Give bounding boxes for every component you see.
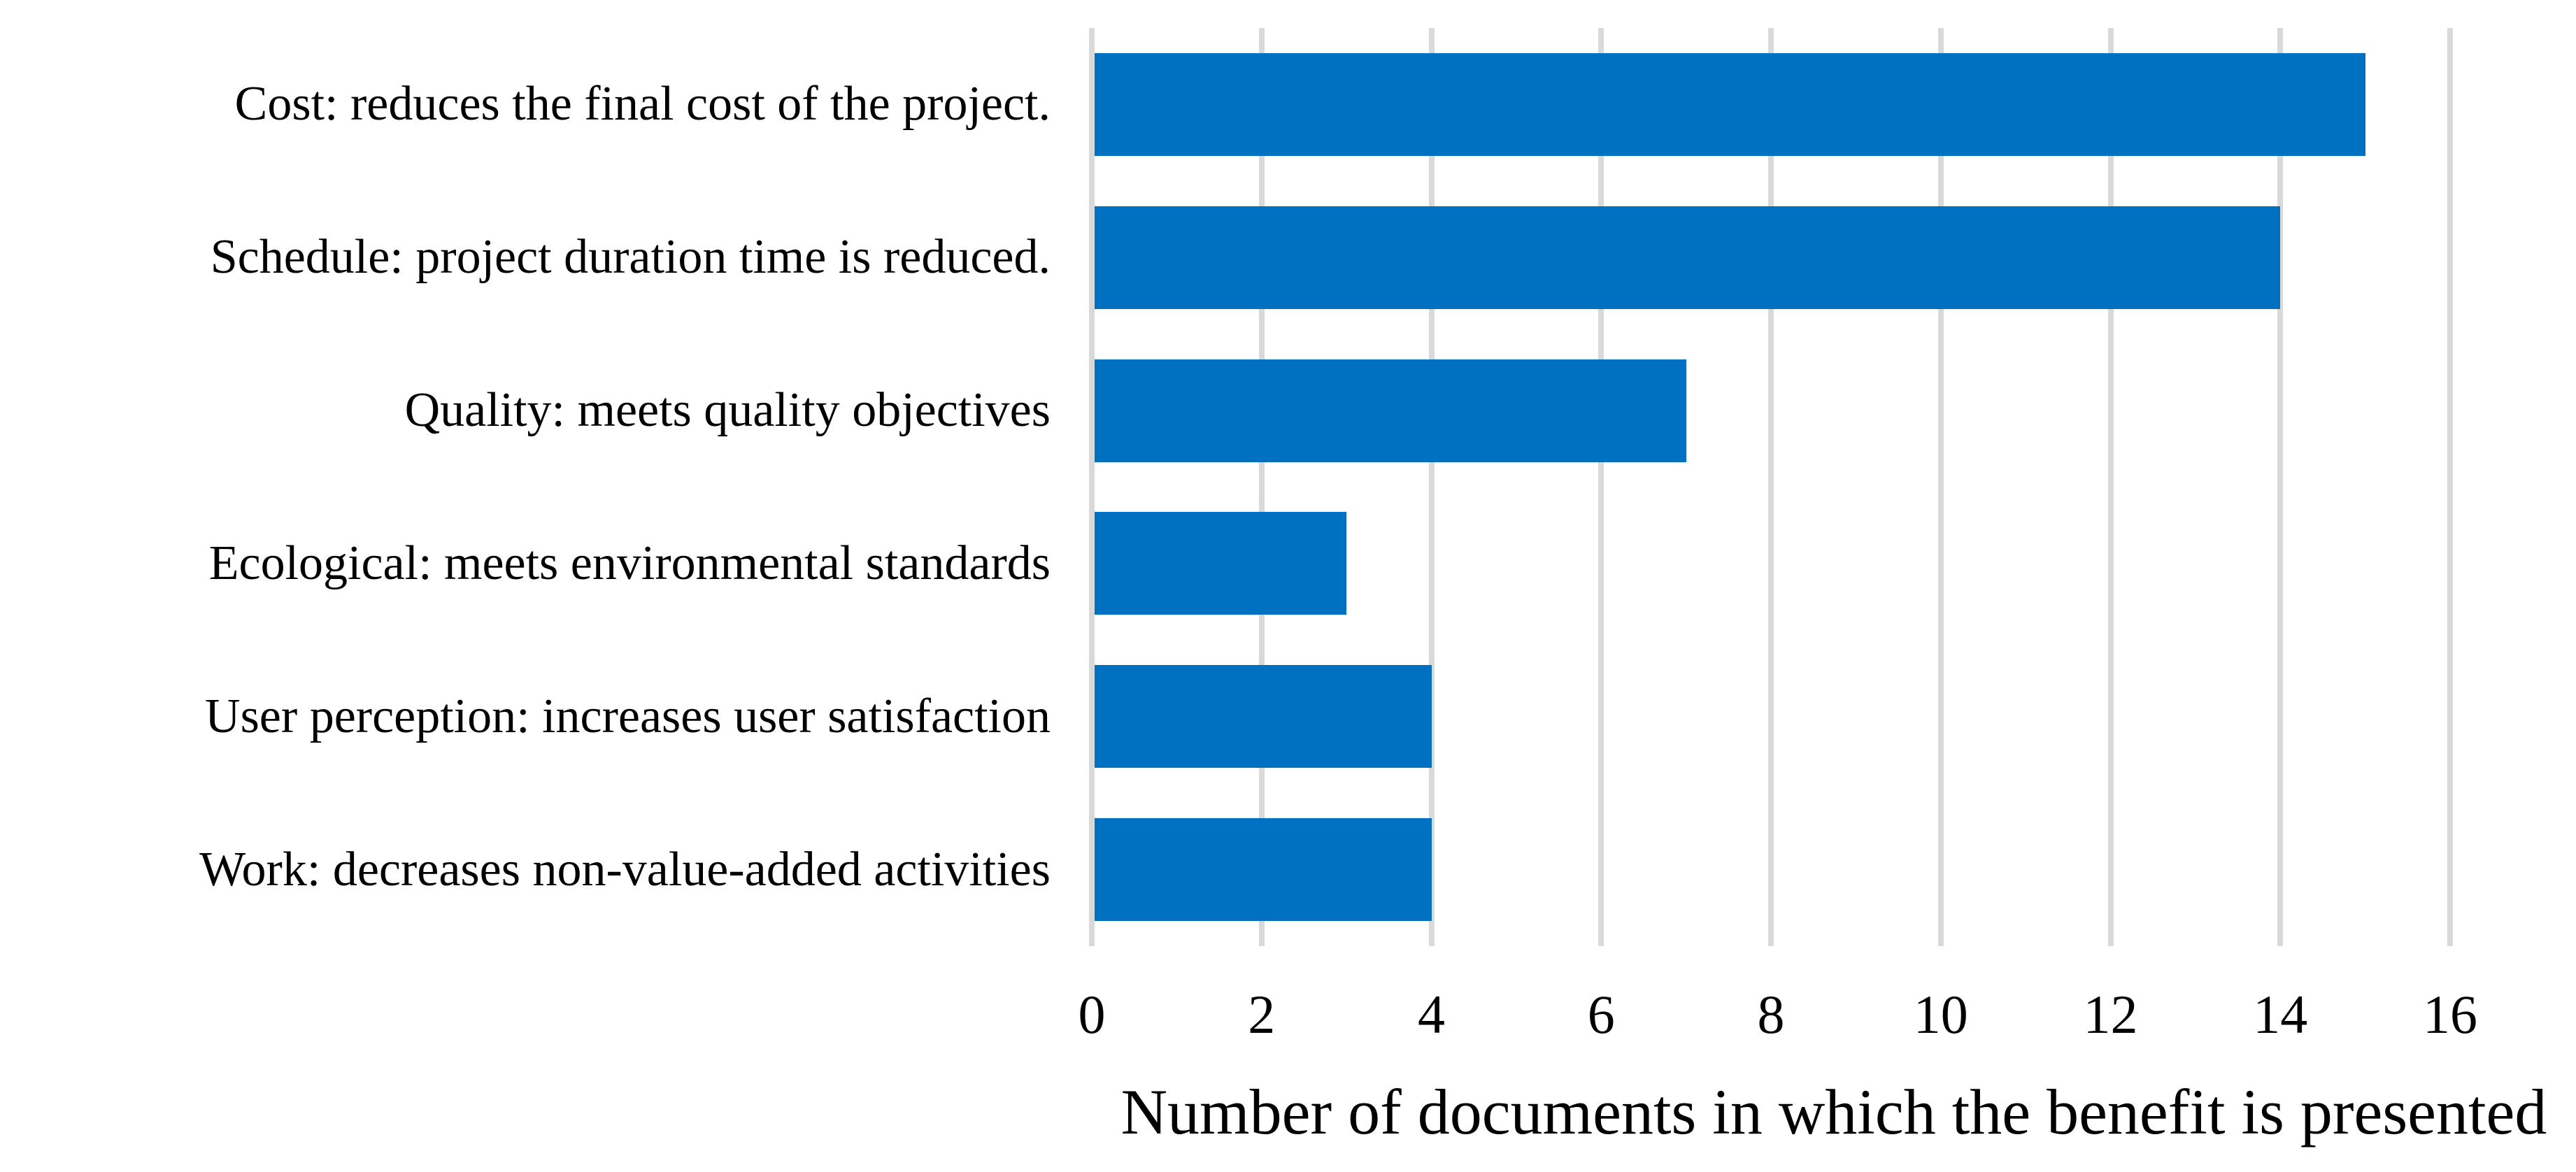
category-axis-labels: Cost: reduces the final cost of the proj… (0, 28, 1051, 946)
category-label: Work: decreases non-value-added activiti… (199, 842, 1051, 896)
bar (1095, 512, 1347, 615)
x-tick-label: 12 (2083, 984, 2138, 1045)
x-tick-label: 0 (1078, 984, 1106, 1045)
x-tick-label: 8 (1757, 984, 1785, 1045)
x-axis-tick-labels: 0 2 4 6 8 10 12 14 16 (1079, 984, 2478, 1064)
bar (1095, 52, 2365, 156)
y-axis-line (1089, 28, 1095, 946)
gridline (1428, 28, 1435, 946)
x-tick-label: 6 (1587, 984, 1615, 1045)
category-label: User perception: increases user satisfac… (205, 689, 1051, 743)
x-tick-label: 14 (2253, 984, 2308, 1045)
category-label: Cost: reduces the final cost of the proj… (234, 77, 1051, 131)
category-label: Quality: meets quality objectives (404, 383, 1051, 438)
gridline (1258, 28, 1265, 946)
bar (1095, 665, 1432, 769)
gridline (2107, 28, 2114, 946)
category-label: Ecological: meets environmental standard… (208, 536, 1051, 590)
x-axis-title: Number of documents in which the benefit… (1120, 1076, 2547, 1148)
gridline (2447, 28, 2453, 946)
x-tick-label: 10 (1913, 984, 1968, 1045)
bar (1095, 359, 1686, 462)
plot-area (1089, 28, 2453, 946)
gridline (2277, 28, 2284, 946)
bar (1095, 206, 2281, 309)
gridline (1937, 28, 1944, 946)
bar (1095, 818, 1432, 922)
x-tick-label: 4 (1418, 984, 1445, 1045)
x-tick-label: 2 (1248, 984, 1276, 1045)
gridline (1768, 28, 1774, 946)
gridline (1598, 28, 1604, 946)
x-tick-label: 16 (2423, 984, 2477, 1045)
category-label: Schedule: project duration time is reduc… (210, 230, 1051, 285)
